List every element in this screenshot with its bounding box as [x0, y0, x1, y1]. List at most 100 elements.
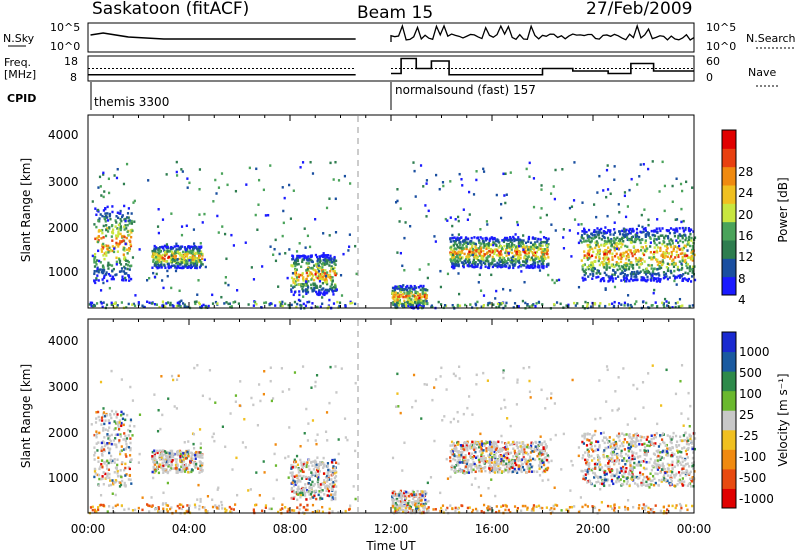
- velocity-echo-cell: [93, 453, 96, 457]
- power-echo-cell: [676, 301, 679, 304]
- power-echo-cell: [332, 267, 335, 271]
- power-echo-cell: [491, 236, 494, 240]
- velocity-echo-cell: [122, 438, 125, 441]
- velocity-echo-cell: [503, 455, 507, 459]
- velocity-echo-cell: [319, 483, 323, 486]
- velocity-echo-cell: [544, 443, 547, 446]
- power-echo-cell: [141, 304, 144, 308]
- power-echo-cell: [172, 304, 175, 308]
- velocity-echo-cell: [334, 461, 338, 465]
- velocity-echo-cell: [480, 455, 483, 458]
- power-echo-cell: [157, 258, 160, 261]
- velocity-echo-cell: [391, 500, 394, 504]
- power-echo-cell: [611, 258, 614, 261]
- power-echo-cell: [322, 252, 325, 255]
- power-echo-cell: [514, 246, 518, 249]
- power-echo-cell: [502, 172, 505, 176]
- power-echo-cell: [252, 304, 255, 307]
- power-echo-cell: [309, 271, 312, 274]
- velocity-echo-cell: [162, 453, 165, 457]
- power-echo-cell: [413, 169, 416, 173]
- power-echo-cell: [625, 250, 628, 254]
- power-echo-cell: [590, 265, 593, 269]
- power-echo-cell: [191, 254, 194, 258]
- power-echo-cell: [116, 250, 119, 253]
- velocity-echo-cell: [301, 491, 304, 494]
- power-echo-cell: [300, 273, 304, 277]
- power-echo-cell: [301, 254, 304, 258]
- power-echo-cell: [622, 234, 625, 237]
- power-echo-cell: [593, 229, 596, 232]
- velocity-echo-cell: [95, 432, 99, 436]
- velocity-echo-cell: [166, 463, 169, 466]
- velocity-echo-cell: [180, 450, 183, 454]
- power-echo-cell: [332, 286, 336, 289]
- power-echo-cell: [103, 190, 106, 193]
- power-echo-cell: [523, 280, 526, 284]
- power-echo-cell: [321, 270, 324, 273]
- velocity-echo-cell: [423, 490, 426, 494]
- velocity-echo-cell: [492, 470, 495, 473]
- velocity-echo-cell: [129, 478, 132, 481]
- power-echo-cell: [597, 271, 600, 274]
- power-echo-cell: [651, 271, 654, 275]
- power-echo-cell: [452, 239, 455, 243]
- power-echo-cell: [128, 239, 131, 243]
- power-echo-cell: [690, 275, 694, 278]
- power-echo-cell: [166, 262, 169, 266]
- power-echo-cell: [537, 300, 541, 304]
- power-echo-cell: [532, 252, 535, 256]
- power-echo-cell: [633, 275, 636, 278]
- power-echo-cell: [674, 218, 677, 221]
- power-echo-cell: [290, 288, 293, 291]
- power-echo-cell: [617, 302, 621, 305]
- power-echo-cell: [395, 304, 398, 307]
- power-echo-cell: [607, 246, 610, 249]
- velocity-echo-cell: [100, 459, 104, 462]
- velocity-echo-cell: [457, 451, 460, 455]
- freq-line: [88, 57, 694, 76]
- power-echo-cell: [636, 237, 639, 241]
- velocity-echo-cell: [117, 440, 121, 444]
- velocity-echo-cell: [396, 499, 399, 503]
- velocity-echo-cell: [498, 447, 501, 451]
- velocity-echo-cell: [518, 452, 521, 455]
- power-echo-cell: [472, 258, 475, 262]
- power-echo-cell: [461, 244, 465, 247]
- power-echo-cell: [288, 183, 291, 187]
- power-echo-cell: [396, 293, 400, 297]
- power-echo-cell: [130, 222, 134, 225]
- power-echo-cell: [584, 268, 587, 272]
- power-echo-cell: [655, 272, 658, 276]
- power-echo-cell: [93, 223, 96, 226]
- power-echo-cell: [107, 244, 110, 248]
- power-echo-cell: [120, 301, 123, 304]
- power-echo-cell: [111, 205, 114, 208]
- power-echo-cell: [672, 247, 675, 251]
- velocity-echo-cell: [100, 423, 103, 426]
- power-echo-cell: [673, 231, 676, 235]
- power-echo-cell: [640, 213, 643, 217]
- power-echo-cell: [451, 253, 455, 257]
- power-echo-cell: [630, 277, 633, 281]
- power-echo-cell: [101, 305, 104, 309]
- power-echo-cell: [165, 243, 169, 246]
- velocity-echo-cell: [115, 410, 118, 414]
- power-echo-cell: [186, 255, 189, 258]
- power-echo-cell: [664, 272, 668, 276]
- velocity-echo-cell: [200, 466, 203, 470]
- velocity-echo-cell: [494, 456, 497, 460]
- velocity-echo-cell: [100, 441, 103, 445]
- power-echo-cell: [214, 300, 218, 304]
- power-echo-cell: [97, 249, 100, 253]
- power-echo-cell: [586, 301, 590, 305]
- velocity-echo-cell: [293, 495, 296, 499]
- power-echo-cell: [122, 239, 125, 242]
- velocity-echo-cell: [530, 470, 534, 473]
- power-echo-cell: [639, 270, 642, 273]
- power-echo-cell: [293, 291, 297, 294]
- power-cbar-segment: [722, 240, 736, 259]
- power-echo-cell: [467, 252, 471, 256]
- power-echo-cell: [308, 300, 311, 304]
